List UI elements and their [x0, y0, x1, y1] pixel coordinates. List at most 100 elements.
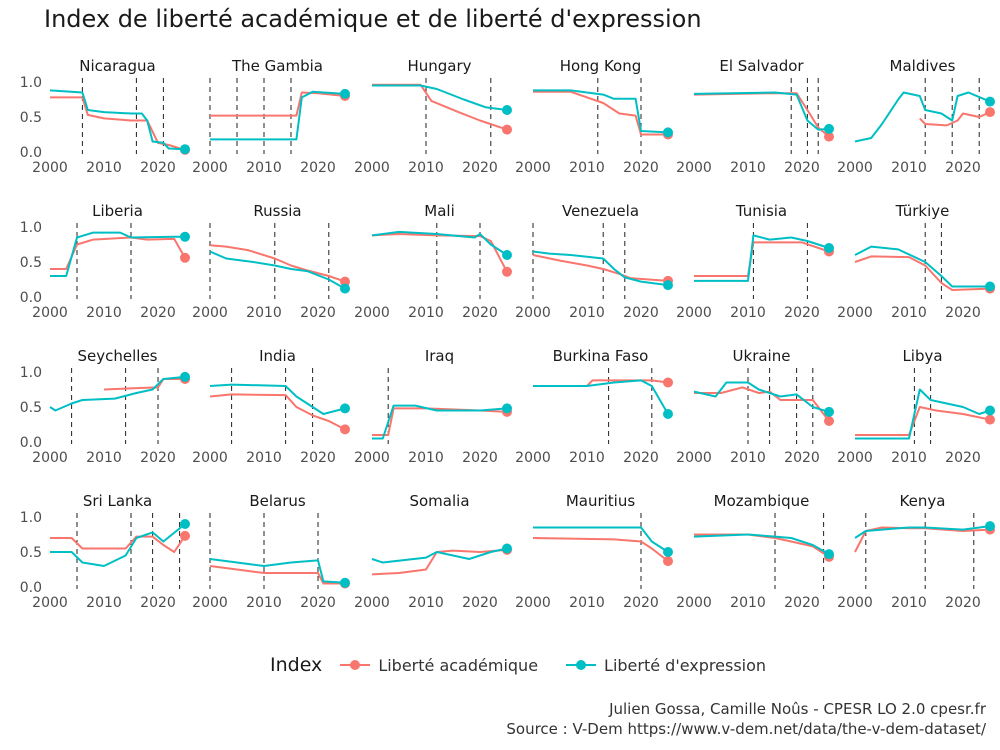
x-tick-label: 2000	[192, 160, 228, 176]
x-tick-label: 2020	[140, 450, 176, 466]
x-tick-label: 2010	[569, 305, 605, 321]
x-tick-label: 2000	[32, 595, 68, 611]
x-tick-label: 2010	[730, 595, 766, 611]
panel-title: Libya	[902, 347, 942, 365]
x-tick-label: 2000	[676, 450, 712, 466]
series-line-academic	[532, 537, 669, 562]
x-tick-label: 2020	[784, 450, 820, 466]
series-line-academic	[209, 244, 346, 283]
series-point-expression	[824, 243, 834, 253]
series-line-expression	[50, 231, 185, 277]
series-point-expression	[502, 403, 512, 414]
panel-russia: Russia 2000 2010 2020	[192, 202, 350, 321]
x-tick-label: 2020	[462, 160, 498, 176]
series-line-academic	[694, 386, 830, 422]
legend-key-academic	[340, 658, 371, 672]
series-point-expression	[502, 105, 512, 115]
x-tick-label: 2010	[86, 595, 122, 611]
series-line-academic	[533, 90, 668, 136]
series-point-academic	[502, 124, 512, 135]
x-tick-label: 2000	[676, 595, 712, 611]
panel-title: Iraq	[425, 347, 454, 365]
series-line-expression	[210, 90, 346, 141]
caption-source: Source : V-Dem https://www.v-dem.net/dat…	[506, 720, 986, 738]
x-tick-label: 2000	[676, 305, 712, 321]
x-tick-label: 2010	[569, 160, 605, 176]
series-point-expression	[985, 521, 995, 532]
series-point-expression	[180, 519, 190, 529]
x-tick-label: 2000	[837, 450, 873, 466]
panel-seychelles: Seychelles 0.0 0.5 1.0 2000 2010 2020	[20, 347, 190, 466]
x-tick-label: 2010	[891, 305, 927, 321]
series-line-academic	[855, 406, 991, 436]
x-tick-label: 2000	[192, 595, 228, 611]
series-line-expression	[209, 250, 346, 290]
panel-title: Ukraine	[733, 347, 791, 365]
panel-title: Venezuela	[562, 202, 639, 220]
series-point-expression	[180, 144, 190, 155]
x-tick-label: 2020	[462, 595, 498, 611]
panel-title: Liberia	[92, 202, 143, 220]
x-tick-label: 2020	[623, 595, 659, 611]
x-tick-label: 2000	[837, 305, 873, 321]
x-tick-label: 2020	[945, 305, 981, 321]
series-line-expression	[49, 89, 186, 151]
x-tick-label: 2010	[408, 305, 444, 321]
panel-title: Mozambique	[714, 492, 810, 510]
series-point-academic	[824, 416, 834, 426]
x-tick-label: 2020	[784, 305, 820, 321]
panel-el-salvador: El Salvador 2000 2010 2020	[676, 57, 834, 176]
y-tick-label: 0.0	[20, 580, 42, 596]
chart-title: Index de liberté académique et de libert…	[44, 5, 702, 33]
series-line-academic	[50, 236, 186, 270]
series-line-academic	[209, 393, 346, 431]
panel-title: Burkina Faso	[553, 347, 649, 365]
series-point-academic	[985, 414, 995, 425]
series-point-academic	[180, 252, 190, 263]
series-point-expression	[340, 88, 350, 99]
series-line-expression	[372, 404, 508, 440]
panel-title: Russia	[253, 202, 301, 220]
panel-mali: Mali 2000 2010 2020	[354, 202, 512, 321]
series-line-academic	[209, 565, 345, 585]
series-point-academic	[180, 530, 190, 541]
x-tick-label: 2020	[300, 450, 336, 466]
panel-the-gambia: The Gambia 2000 2010 2020	[192, 57, 350, 176]
panel-title: Kenya	[900, 492, 946, 510]
series-point-expression	[340, 403, 350, 414]
series-point-expression	[824, 549, 834, 560]
panel-title: India	[259, 347, 296, 365]
panel-mozambique: Mozambique 2000 2010 2020	[676, 492, 834, 611]
facet-grid: Nicaragua 0.0 0.5 1.0 2000 2010 2020 The Gambia…	[20, 57, 995, 611]
legend-key-expression	[566, 658, 597, 672]
panel-india: India 2000 2010 2020	[192, 347, 350, 466]
x-tick-label: 2010	[86, 305, 122, 321]
series-point-expression	[985, 281, 995, 292]
x-tick-label: 2000	[515, 160, 551, 176]
series-line-academic	[919, 111, 991, 127]
x-tick-label: 2020	[462, 450, 498, 466]
x-tick-label: 2000	[32, 305, 68, 321]
x-tick-label: 2000	[354, 450, 390, 466]
x-tick-label: 2010	[891, 595, 927, 611]
series-line-expression	[694, 234, 830, 282]
x-tick-label: 2010	[408, 160, 444, 176]
x-tick-label: 2020	[623, 160, 659, 176]
panel-title: Belarus	[249, 492, 306, 510]
series-line-expression	[49, 375, 186, 412]
series-point-expression	[663, 547, 673, 557]
panel-title: El Salvador	[719, 57, 804, 75]
panel-burkina-faso: Burkina Faso 2000 2010 2020	[515, 347, 673, 466]
series-point-expression	[180, 231, 190, 242]
series-line-expression	[209, 558, 346, 584]
x-tick-label: 2010	[86, 450, 122, 466]
series-line-expression	[533, 379, 669, 415]
series-point-academic	[340, 424, 350, 435]
legend-item-expression: Liberté d'expression	[566, 656, 766, 675]
panel-title: The Gambia	[231, 57, 323, 75]
y-tick-label: 0.5	[20, 255, 42, 271]
series-point-academic	[663, 556, 673, 567]
series-line-expression	[372, 84, 508, 111]
x-tick-label: 2010	[569, 595, 605, 611]
series-line-expression	[693, 381, 830, 413]
